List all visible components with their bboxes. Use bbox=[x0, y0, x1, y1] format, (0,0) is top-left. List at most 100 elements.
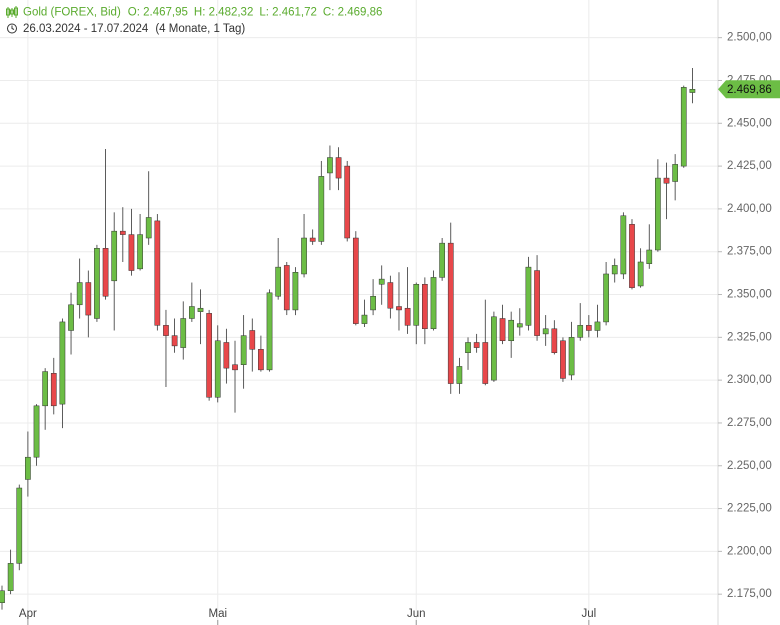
candle-body bbox=[680, 87, 687, 167]
y-tick-label: 2.175,00 bbox=[727, 588, 772, 600]
candle-body bbox=[482, 342, 489, 384]
candle-body bbox=[447, 242, 454, 384]
header: Gold (FOREX, Bid) O: 2.467,95 H: 2.482,32 L… bbox=[6, 6, 382, 35]
candle-body bbox=[180, 318, 187, 348]
svg-text:Gold (FOREX, Bid)O: 2.467,95H:: Gold (FOREX, Bid) O: 2.467,95 H: 2.482,32 L… bbox=[23, 7, 382, 19]
y-tick-label: 2.450,00 bbox=[727, 117, 772, 129]
y-axis: 2.175,00 2.200,00 2.225,00 2.250,00 2.275,00… bbox=[19, 0, 780, 625]
candle-body bbox=[249, 330, 256, 350]
candle-body bbox=[163, 325, 169, 336]
candle-body bbox=[0, 590, 5, 603]
candle-body bbox=[568, 337, 575, 376]
candle-body bbox=[318, 176, 325, 242]
grid bbox=[0, 0, 718, 625]
candle-body bbox=[370, 295, 376, 311]
candle-body bbox=[7, 563, 14, 592]
candle-body bbox=[585, 325, 592, 331]
candle-body bbox=[33, 405, 40, 458]
y-tick-label: 2.500,00 bbox=[727, 32, 772, 44]
candle-body bbox=[214, 340, 221, 398]
candle-body bbox=[16, 487, 23, 564]
candle-body bbox=[551, 328, 558, 353]
y-tick-label: 2.325,00 bbox=[727, 331, 772, 343]
candle-body bbox=[50, 373, 57, 407]
candle-body bbox=[655, 177, 661, 251]
x-tick-label: Jun bbox=[407, 608, 426, 620]
instrument-name: Gold (FOREX, Bid) bbox=[23, 7, 121, 19]
y-tick-label: 2.350,00 bbox=[727, 289, 772, 301]
candle-body bbox=[387, 282, 394, 309]
candle-body bbox=[396, 306, 402, 311]
candle-body bbox=[42, 371, 48, 407]
candle-body bbox=[292, 272, 299, 311]
y-tick-label: 2.375,00 bbox=[727, 246, 772, 258]
candle-body bbox=[85, 282, 92, 316]
candle-body bbox=[361, 314, 368, 324]
candle-body bbox=[94, 248, 100, 319]
candle-body bbox=[171, 335, 178, 347]
candle-body bbox=[206, 313, 212, 398]
candle-body bbox=[309, 237, 316, 242]
candle-body bbox=[594, 321, 601, 331]
ohlc-label: O: 2.467,95 bbox=[128, 7, 188, 19]
candle-body bbox=[689, 89, 696, 93]
last-price-label: 2.469,86 bbox=[727, 84, 772, 96]
candle-body bbox=[154, 220, 161, 326]
clock-icon bbox=[7, 23, 17, 34]
ohlc-label: L: 2.461,72 bbox=[259, 7, 317, 19]
candle-body bbox=[352, 237, 359, 324]
y-tick-label: 2.400,00 bbox=[727, 203, 772, 215]
candle-body bbox=[629, 224, 635, 288]
candle-body bbox=[378, 278, 385, 285]
candle-body bbox=[603, 273, 609, 323]
candle-body bbox=[516, 323, 523, 328]
x-tick-label: Jul bbox=[581, 608, 596, 620]
candle-body bbox=[456, 366, 463, 384]
candle-body bbox=[275, 266, 282, 297]
candle-body bbox=[525, 266, 532, 326]
ohlc-label: H: 2.482,32 bbox=[194, 7, 253, 19]
candle-body bbox=[491, 316, 497, 381]
candle-body bbox=[672, 164, 678, 182]
candle-body bbox=[301, 237, 307, 275]
candle-icon bbox=[6, 6, 18, 18]
candle-body bbox=[637, 261, 644, 287]
candle-body bbox=[197, 307, 204, 312]
candle-body bbox=[611, 265, 618, 275]
ohlc-label: C: 2.469,86 bbox=[323, 7, 382, 19]
period: (4 Monate, 1 Tag) bbox=[155, 23, 245, 35]
y-tick-label: 2.250,00 bbox=[727, 460, 772, 472]
candle-body bbox=[465, 342, 471, 353]
candle-body bbox=[258, 349, 264, 371]
candle-body bbox=[232, 364, 238, 371]
y-tick-label: 2.425,00 bbox=[727, 160, 772, 172]
candle-body bbox=[240, 335, 247, 365]
candle-body bbox=[344, 165, 351, 239]
candle-body bbox=[223, 342, 230, 369]
y-tick-label: 2.300,00 bbox=[727, 374, 772, 386]
candle-body bbox=[111, 230, 118, 282]
y-tick-label: 2.275,00 bbox=[727, 417, 772, 429]
candle-body bbox=[59, 321, 66, 405]
candle-body bbox=[327, 157, 333, 174]
candle-body bbox=[145, 217, 152, 239]
svg-text:26.03.2024 - 17.07.2024(4 Mona: 26.03.2024 - 17.07.2024 (4 Monate, 1 Tag) bbox=[23, 23, 245, 35]
candle-body bbox=[335, 157, 342, 179]
candle-body bbox=[283, 265, 290, 311]
candle-body bbox=[508, 319, 515, 342]
y-tick-label: 2.200,00 bbox=[727, 545, 772, 557]
candle-body bbox=[189, 306, 195, 319]
y-tick-label: 2.225,00 bbox=[727, 503, 772, 515]
candle-body bbox=[76, 282, 83, 306]
candle-body bbox=[119, 230, 126, 235]
candles bbox=[0, 67, 696, 610]
candle-body bbox=[128, 234, 135, 271]
last-price-tag bbox=[718, 80, 780, 99]
date-range: 26.03.2024 - 17.07.2024 bbox=[23, 23, 149, 35]
candle-body bbox=[560, 340, 566, 379]
candle-body bbox=[646, 249, 653, 264]
candle-body bbox=[404, 307, 411, 326]
candle-body bbox=[620, 215, 627, 275]
candle-body bbox=[422, 283, 428, 330]
